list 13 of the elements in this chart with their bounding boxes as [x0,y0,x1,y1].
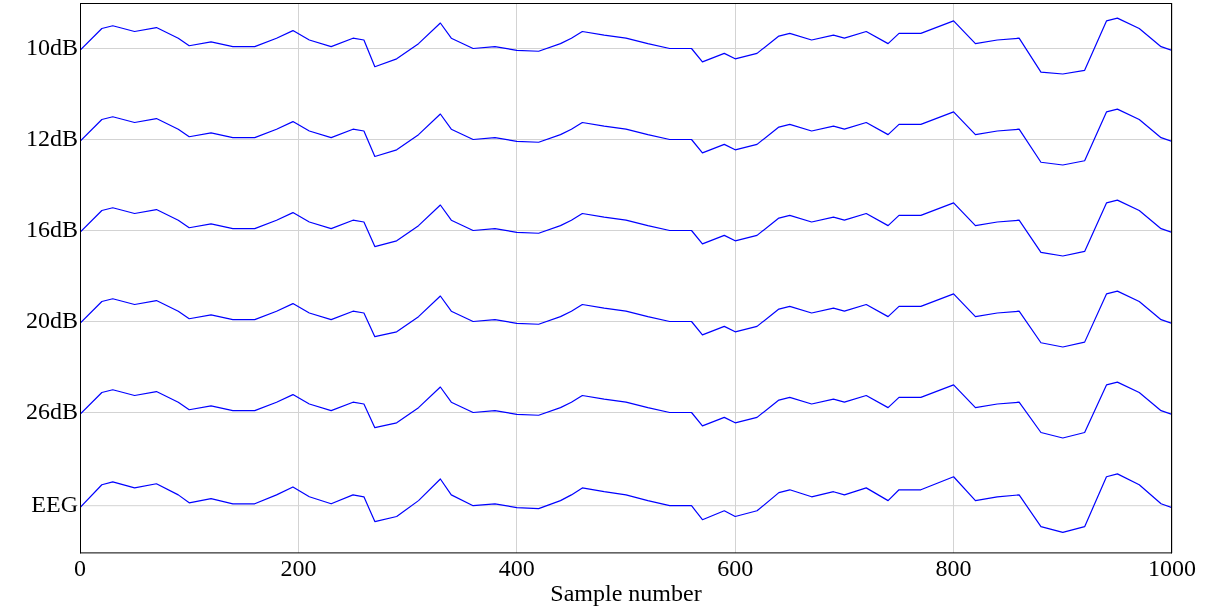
x-tick-label: 400 [498,555,535,582]
x-tick-label: 0 [74,555,86,582]
y-axis-title: 12dB [25,124,78,151]
y-axis-title: 26dB [25,397,78,424]
y-axis-title: EEG [31,491,78,517]
x-axis-title: Sample number [550,579,702,606]
x-tick-label: 600 [717,555,754,582]
x-tick-label: 200 [280,555,317,582]
x-tick-label: 1000 [1148,555,1196,582]
y-axis-title: 10dB [25,33,78,60]
x-tick-label: 800 [935,555,972,582]
y-axis-title: 16dB [25,215,78,242]
y-axis-title: 20dB [25,306,78,333]
